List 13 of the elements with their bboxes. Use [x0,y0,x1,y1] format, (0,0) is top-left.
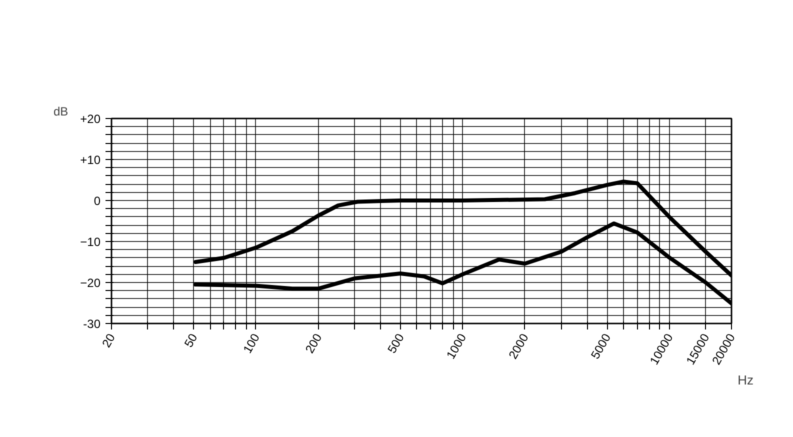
x-tick-label: 20 [99,330,118,350]
x-axis-title: Hz [738,372,754,388]
x-tick-label: 50 [181,330,200,350]
y-axis-title: dB [54,104,68,118]
y-tick-label: 0 [94,194,101,208]
y-tick-label: −20 [80,276,101,290]
y-tick-label: −10 [80,235,101,249]
y-tick-label: +10 [80,153,101,167]
y-tick-label: -30 [83,317,101,331]
x-tick-label: 200 [302,330,325,356]
y-tick-label: +20 [80,112,101,126]
x-tick-label: 500 [384,330,408,356]
x-tick-label: 100 [240,330,263,356]
